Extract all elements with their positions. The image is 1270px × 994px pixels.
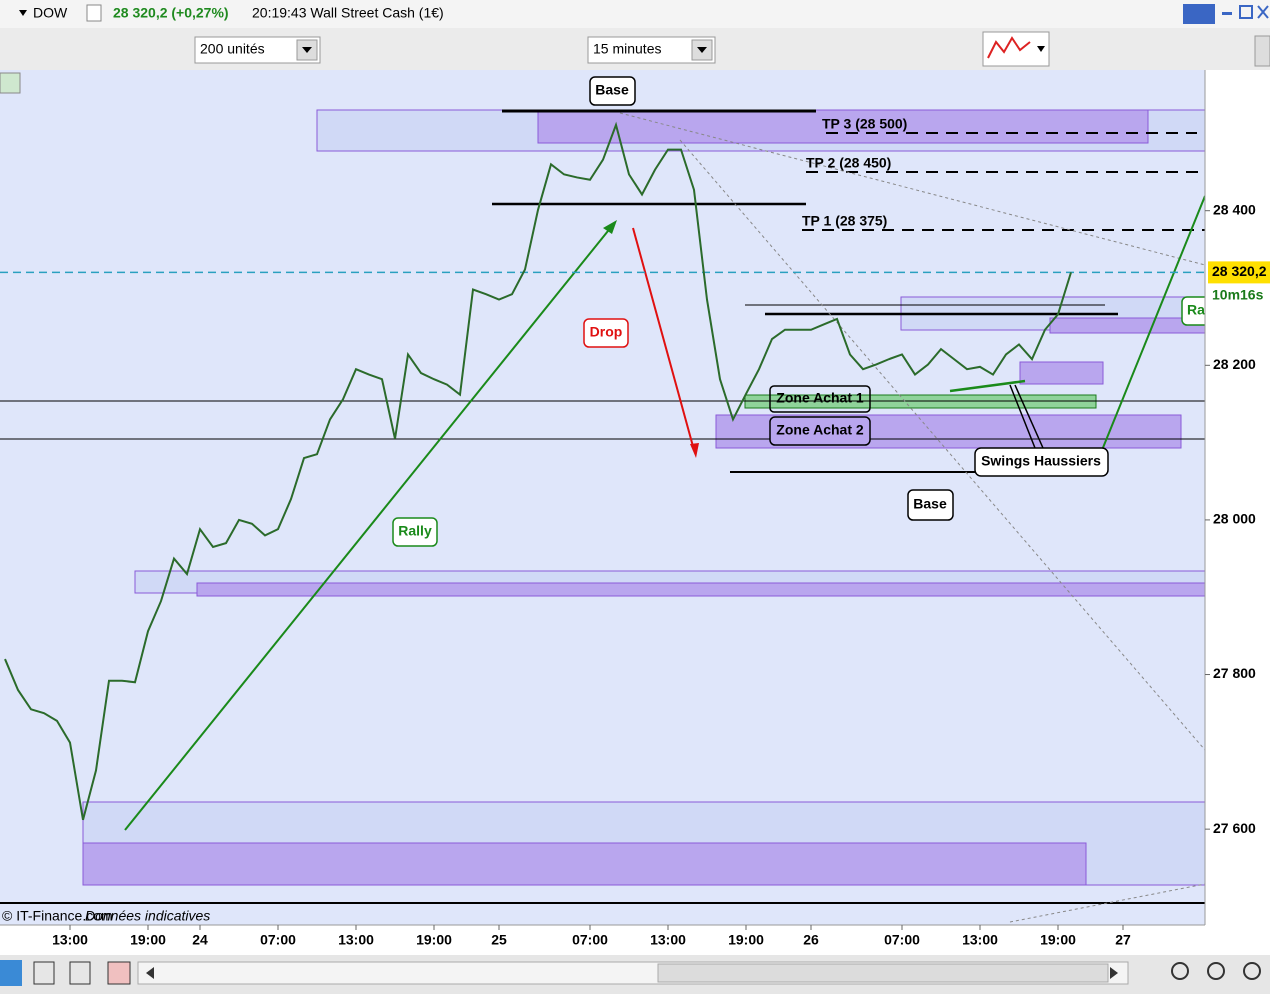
x-tick-label: 25 [491,932,507,948]
annotation: Zone Achat 2 [776,422,864,438]
x-tick-label: 19:00 [416,932,452,948]
window-menu[interactable] [1183,4,1215,24]
timeframe: 15 minutes [593,41,661,57]
annotation: TP 1 (28 375) [802,213,887,229]
countdown-box [1208,284,1270,306]
y-axis-area [1205,70,1270,925]
x-tick-label: 13:00 [52,932,88,948]
annotation: TP 2 (28 450) [806,155,891,171]
arrow [1037,46,1045,52]
rally-arrow [124,225,613,831]
countdown: 10m16s [1212,287,1264,303]
indicator-button[interactable] [982,31,1050,67]
scroll-left[interactable] [146,967,154,979]
zone [82,842,1087,886]
annotation: Swings Haussiers [981,453,1101,469]
scroll-right[interactable] [1110,967,1118,979]
drop-arrow [632,227,695,451]
annotation-box [769,385,871,413]
x-tick-label: 07:00 [884,932,920,948]
footer-source: © IT-Finance.com [2,908,113,924]
minimize[interactable] [1222,12,1232,15]
pointer [1009,384,1036,449]
zone [1019,361,1104,385]
maximize[interactable] [1239,5,1253,19]
pointer [1014,384,1044,449]
annotation-box [974,447,1109,477]
annotation: Ra [1187,302,1205,318]
swing-arrow [949,379,1026,393]
footer-note: Données indicatives [85,908,210,924]
annotation-box [769,416,871,446]
plot-area [0,70,1205,925]
x-tick-label: 19:00 [130,932,166,948]
icon[interactable] [86,4,102,22]
tool-button[interactable] [0,960,22,986]
close[interactable] [1257,5,1269,19]
annotation-box [589,76,636,106]
side-button[interactable] [1254,35,1270,67]
x-tick-label: 27 [1115,932,1131,948]
units: 200 unités [200,41,265,57]
x-tick-label: 13:00 [650,932,686,948]
annotation: Base [913,496,947,512]
annotation-box [907,489,954,521]
trend-arrow [1097,195,1206,461]
x-tick-label: 26 [803,932,819,948]
tool-button[interactable] [107,961,131,985]
y-tick-label: 27 800 [1213,665,1256,681]
x-tick-label: 19:00 [728,932,764,948]
x-tick-label: 24 [192,932,208,948]
tool-button[interactable] [33,961,55,985]
x-tick-label: 07:00 [260,932,296,948]
x-tick-label: 13:00 [338,932,374,948]
annotations: Base TP 3 (28 500) TP 2 (28 450) TP 1 (2… [392,76,1213,547]
annotation: Rally [398,523,432,539]
zone [537,109,1149,144]
tool-button[interactable] [69,961,91,985]
x-tick-label: 19:00 [1040,932,1076,948]
series-layer [0,121,1205,821]
x-tick-label: 13:00 [962,932,998,948]
annotation: Zone Achat 1 [776,390,864,406]
chart-icon[interactable] [0,72,21,94]
trend-line [679,139,1206,751]
last-price-box [1208,261,1270,284]
zoom-button[interactable] [1171,962,1189,980]
zoom-in[interactable] [1243,962,1261,980]
y-tick-label: 28 000 [1213,511,1256,527]
trend-line [619,112,1206,266]
y-tick-label: 28 200 [1213,356,1256,372]
quote: 28 320,2 (+0,27%) [113,5,229,21]
annotation-box [392,517,438,547]
title-bar [0,0,1270,28]
arrow [302,47,312,53]
last-price-label: 28 320,2 [1212,263,1267,279]
info: 20:19:43 Wall Street Cash (1€) [252,5,444,21]
zoom-out[interactable] [1207,962,1225,980]
y-tick-label: 27 600 [1213,820,1256,836]
zone [196,582,1206,597]
scroll-thumb[interactable] [657,963,1109,983]
icon [987,36,1031,59]
drawings [0,109,1206,923]
arrowhead [690,443,699,458]
annotation: Drop [590,324,623,340]
price-line [4,121,1072,821]
annotation: Base [595,82,629,98]
annotation-box [583,318,629,348]
annotation: TP 3 (28 500) [822,116,907,132]
zones [82,109,1206,886]
x-tick-label: 07:00 [572,932,608,948]
dropdown-arrow[interactable] [19,10,27,16]
arrowhead [603,220,617,234]
symbol: DOW [33,5,68,21]
arrow [697,47,707,53]
y-tick-label: 28 400 [1213,201,1256,217]
